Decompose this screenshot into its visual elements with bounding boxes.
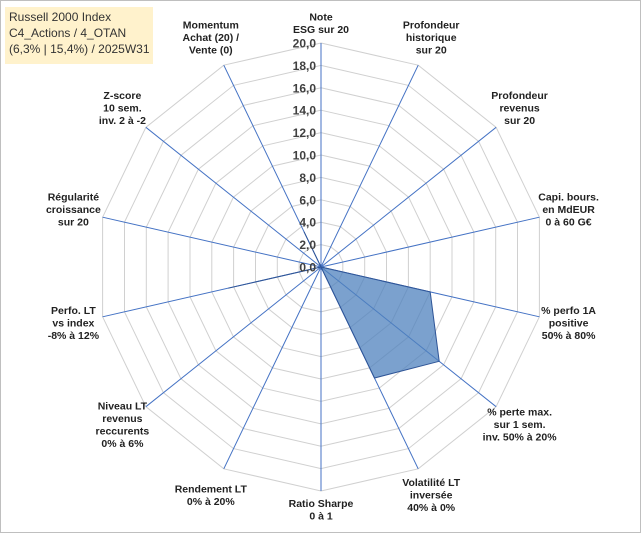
- axis-label-line: 0% à 6%: [101, 438, 144, 450]
- axis-label-line: 40% à 0%: [407, 502, 456, 514]
- axis-label-line: Volatilité LT: [402, 477, 461, 489]
- axis-label-0: Note ESG sur 20: [293, 12, 349, 37]
- info-category: C4_Actions / 4_OTAN: [9, 26, 127, 40]
- axis-label-13: Momentum Achat (20) / Vente (0): [182, 19, 239, 56]
- axis-label-line: historique: [406, 32, 457, 44]
- axis-label-line: vs index: [52, 317, 94, 329]
- axis-label-line: % perfo 1A: [541, 305, 596, 317]
- axis-label-12: Z-score 10 sem. inv. 2 à -2: [99, 90, 146, 127]
- axis-label-line: sur 20: [416, 44, 447, 56]
- axis-label-line: ESG sur 20: [293, 24, 349, 36]
- axis-label-line: 0 à 1: [309, 511, 333, 523]
- axis-label-line: croissance: [46, 204, 101, 216]
- axis-label-line: reccurents: [96, 425, 150, 437]
- axis-label-line: Momentum: [183, 19, 239, 31]
- tick-label-1: 2,0: [299, 238, 316, 252]
- axis-label-line: 10 sem.: [103, 102, 142, 114]
- spoke-12: [145, 126, 322, 268]
- axis-label-line: Profondeur: [491, 90, 548, 102]
- axis-label-3: Capi. bours. en MdEUR 0 à 60 G€: [538, 192, 599, 229]
- axis-label-line: inv. 2 à -2: [99, 115, 146, 127]
- axis-label-line: Achat (20) /: [182, 32, 239, 44]
- axis-label-line: inv. 50% à 20%: [483, 432, 558, 444]
- axis-label-line: Vente (0): [189, 44, 233, 56]
- axis-label-9: Niveau LT revenus reccurents 0% à 6%: [96, 400, 150, 450]
- axis-label-line: positive: [549, 317, 589, 329]
- info-title: Russell 2000 Index: [9, 10, 112, 24]
- axis-label-2: Profondeur revenus sur 20: [491, 90, 548, 127]
- axis-label-line: inversée: [410, 490, 453, 502]
- axis-label-line: Niveau LT: [98, 400, 148, 412]
- axis-label-line: 0% à 20%: [187, 496, 236, 508]
- spoke-9: [145, 266, 322, 408]
- tick-label-2: 4,0: [299, 216, 316, 230]
- tick-label-5: 10,0: [293, 149, 317, 163]
- tick-label-10: 20,0: [293, 37, 317, 51]
- axis-label-5: % perte max. sur 1 sem. inv. 50% à 20%: [483, 407, 558, 444]
- info-box: Russell 2000 Index C4_Actions / 4_OTAN (…: [5, 7, 153, 64]
- axis-label-line: revenus: [102, 413, 142, 425]
- axis-label-1: Profondeur historique sur 20: [403, 19, 460, 56]
- spoke-3: [320, 216, 540, 268]
- tick-label-6: 12,0: [293, 126, 317, 140]
- tick-label-0: 0,0: [299, 261, 316, 275]
- axis-label-line: Ratio Sharpe: [289, 498, 354, 510]
- axis-label-10: Perfo. LT vs index -8% à 12%: [48, 305, 100, 342]
- axis-label-line: Note: [309, 12, 332, 24]
- spoke-11: [102, 216, 322, 268]
- axis-label-line: Profondeur: [403, 19, 460, 31]
- axis-label-11: Régularité croissance sur 20: [46, 192, 101, 229]
- axis-label-line: 0 à 60 G€: [546, 217, 592, 229]
- data-area: [228, 231, 440, 379]
- axis-label-line: sur 20: [58, 217, 89, 229]
- info-stats: (6,3% | 15,4%) / 2025W31: [9, 42, 150, 56]
- axis-label-line: Capi. bours.: [538, 192, 599, 204]
- axis-label-line: Rendement LT: [175, 483, 248, 495]
- axis-label-line: Z-score: [103, 90, 141, 102]
- axis-label-line: sur 1 sem.: [494, 419, 546, 431]
- axis-label-line: Perfo. LT: [51, 305, 96, 317]
- axis-label-line: -8% à 12%: [48, 330, 100, 342]
- tick-label-7: 14,0: [293, 104, 317, 118]
- spoke-2: [320, 126, 497, 268]
- axis-label-line: % perte max.: [487, 407, 552, 419]
- axis-label-7: Ratio Sharpe 0 à 1: [289, 498, 354, 523]
- axis-label-line: Régularité: [48, 192, 100, 204]
- tick-label-9: 18,0: [293, 59, 317, 73]
- axis-label-8: Rendement LT 0% à 20%: [175, 483, 248, 508]
- spoke-1: [320, 64, 419, 268]
- spoke-8: [223, 266, 322, 470]
- axis-label-6: Volatilité LT inversée 40% à 0%: [402, 477, 461, 514]
- axis-label-line: revenus: [499, 102, 539, 114]
- tick-label-8: 16,0: [293, 81, 317, 95]
- axis-label-4: % perfo 1A positive 50% à 80%: [541, 305, 596, 342]
- axis-label-line: sur 20: [504, 115, 535, 127]
- tick-label-4: 8,0: [299, 171, 316, 185]
- tick-label-3: 6,0: [299, 193, 316, 207]
- axis-label-line: 50% à 80%: [542, 330, 596, 342]
- axis-label-line: en MdEUR: [542, 204, 595, 216]
